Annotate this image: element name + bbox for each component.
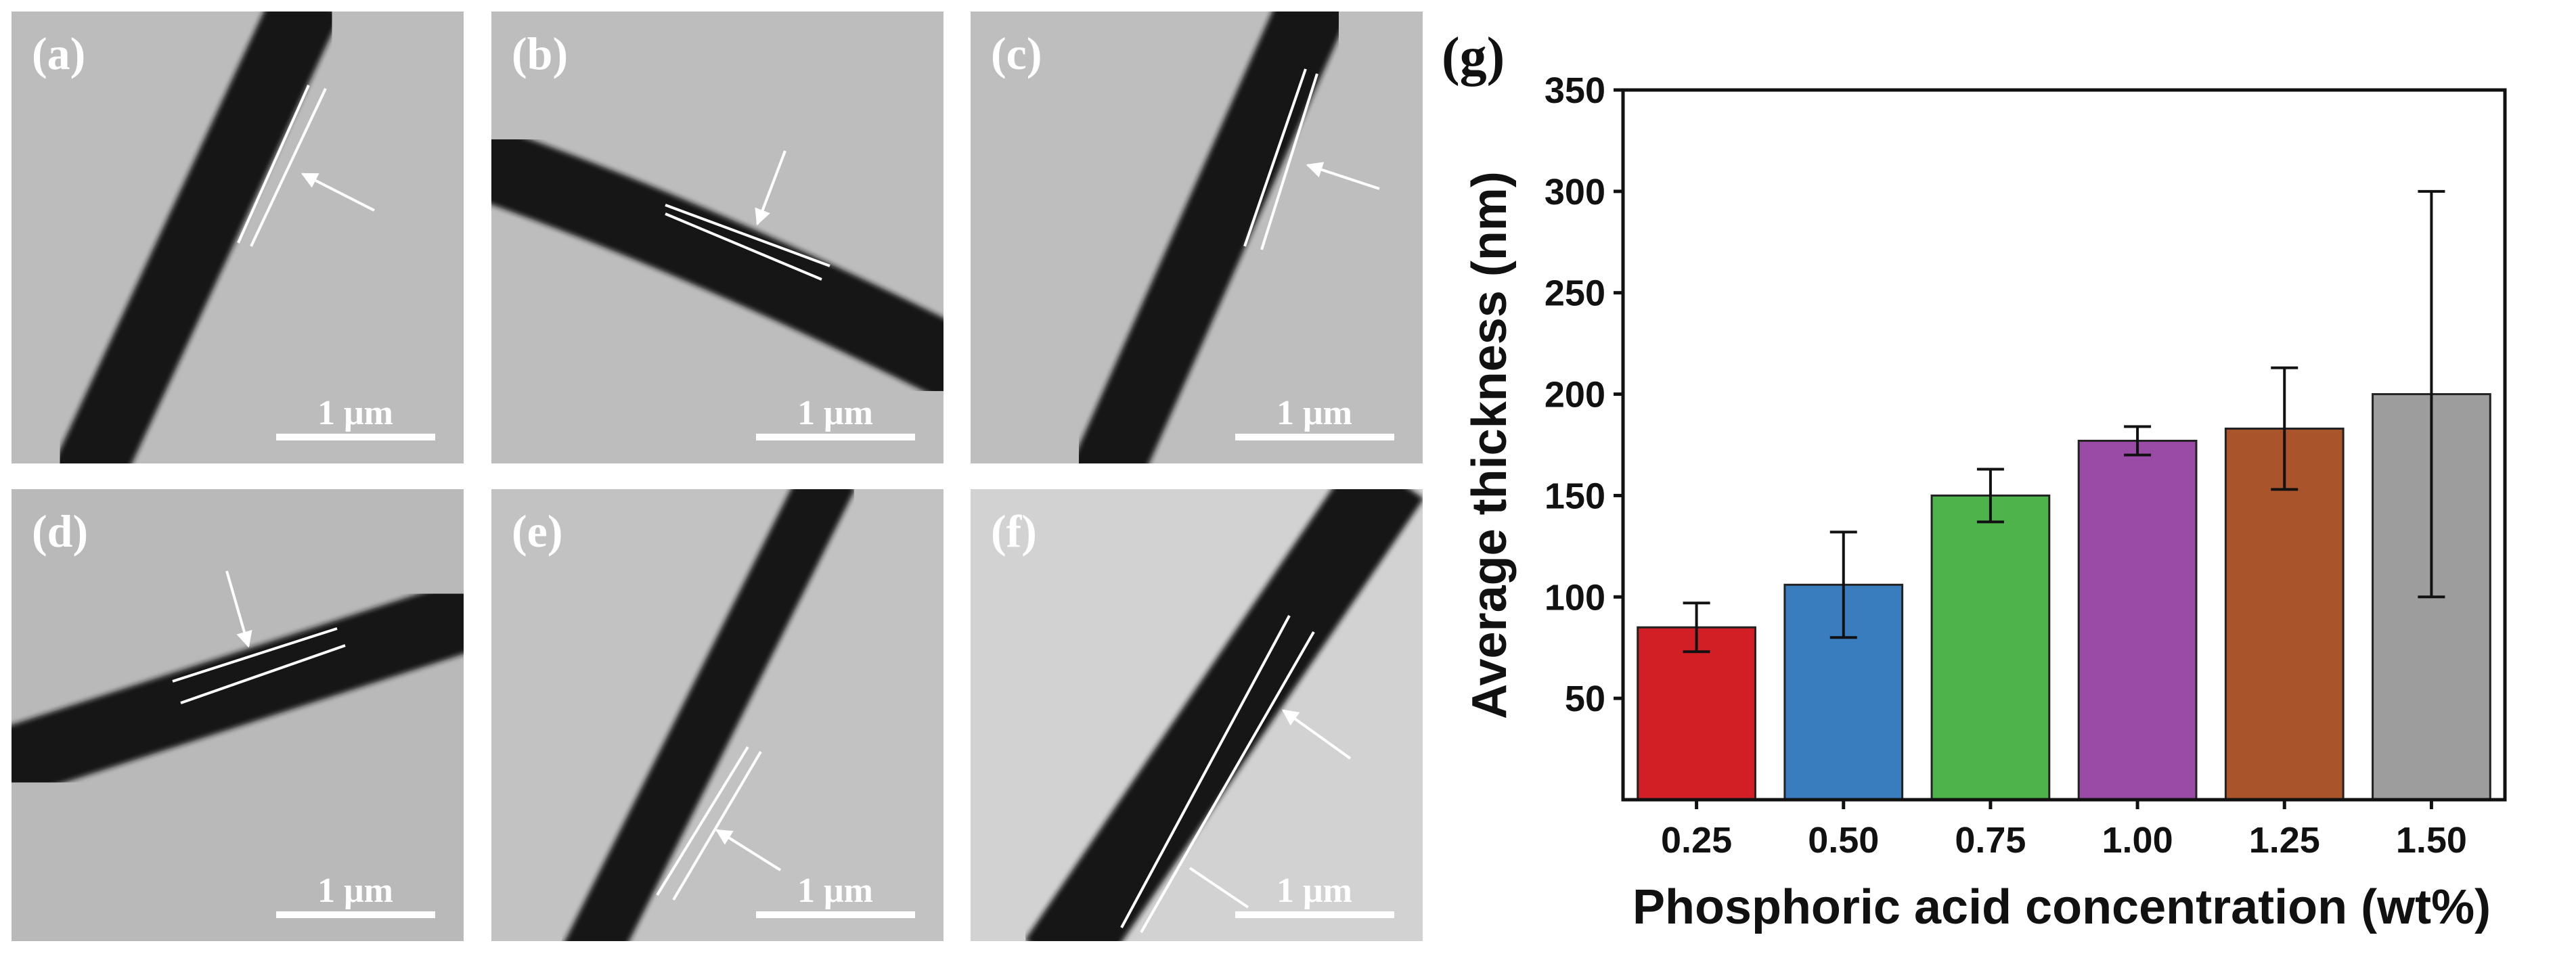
fiber [12, 579, 464, 800]
arrow [225, 570, 252, 648]
x-tick-label: 1.25 [2249, 820, 2320, 861]
panel-e: 1 μm (e) [491, 489, 943, 941]
panel-b: 1 μm (b) [491, 12, 943, 463]
panel-a: 1 μm (a) [12, 12, 464, 463]
edge-line [656, 746, 749, 896]
edge-line [665, 204, 830, 267]
panel-label: (d) [32, 505, 88, 557]
bar [1930, 494, 2051, 801]
fiber [491, 125, 943, 401]
bar [2077, 440, 2198, 801]
edge-line [237, 85, 310, 244]
scale-label: 1 μm [797, 871, 873, 910]
y-tick-label: 350 [1545, 70, 1605, 111]
scale-label: 1 μm [317, 871, 393, 910]
edge-line [1260, 73, 1318, 250]
x-tick-label: 0.75 [1955, 820, 2026, 861]
edge-line [250, 88, 327, 247]
fiber [53, 12, 342, 463]
edge-line [665, 212, 822, 281]
panel-c: 1 μm (c) [971, 12, 1423, 463]
y-tick-label: 300 [1545, 172, 1605, 212]
edge-line [1140, 631, 1315, 933]
arrow [755, 150, 786, 226]
arrow [1282, 709, 1352, 760]
panel-d: 1 μm (d) [12, 489, 464, 941]
y-axis-label: Average thickness (nm) [1463, 171, 1517, 719]
arrow [715, 829, 782, 871]
edge-line [172, 627, 338, 683]
edge-line [672, 750, 762, 901]
x-tick-label: 0.50 [1808, 820, 1879, 861]
y-tick-label: 50 [1565, 679, 1605, 719]
fiber [1071, 12, 1350, 463]
x-tick-label: 1.50 [2396, 820, 2467, 861]
x-axis-label: Phosphoric acid concentration (wt%) [1633, 880, 2491, 934]
x-tick-label: 0.25 [1661, 820, 1732, 861]
chart: (g) Average thickness (nm) Phosphoric ac… [1442, 27, 2507, 934]
y-tick-label: 250 [1545, 273, 1605, 314]
scale-label: 1 μm [1276, 394, 1352, 432]
x-tick-label: 1.00 [2102, 820, 2173, 861]
edge-line [1243, 68, 1307, 247]
panel-label: (b) [512, 28, 568, 79]
panel-label: (c) [991, 28, 1042, 79]
fiber [1025, 489, 1423, 941]
plot-frame [1621, 88, 2507, 802]
arrow [1189, 867, 1249, 909]
y-tick-label: 100 [1545, 577, 1605, 618]
bar [1637, 626, 1756, 801]
arrow [1306, 162, 1380, 190]
edge-line [180, 644, 346, 704]
panel-label: (a) [32, 28, 85, 79]
scale-label: 1 μm [317, 394, 393, 432]
scale-label: 1 μm [1276, 871, 1352, 910]
panel-label: (g) [1442, 27, 1505, 87]
panel-f: 1 μm (f) [971, 489, 1423, 941]
scale-label: 1 μm [797, 394, 873, 432]
fiber [564, 489, 856, 941]
panel-label: (f) [991, 505, 1037, 557]
arrow [301, 173, 375, 212]
panel-label: (e) [512, 505, 562, 557]
y-tick-label: 150 [1545, 476, 1605, 516]
y-tick-label: 200 [1545, 375, 1605, 415]
edge-line [1120, 615, 1291, 928]
